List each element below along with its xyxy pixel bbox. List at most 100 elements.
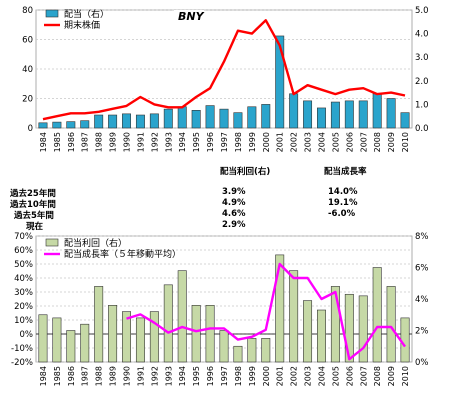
x-axis-tick-label: 2003 [304, 132, 313, 152]
x-axis-tick-label: 2006 [345, 366, 354, 386]
bar [317, 309, 326, 363]
summary-header-yield: 配当利回(右) [220, 167, 271, 177]
left-axis-tick-label: -20% [11, 358, 33, 368]
bar [317, 107, 326, 129]
bar [275, 254, 285, 363]
bar [219, 108, 229, 129]
x-axis-tick-label: 1997 [220, 366, 229, 386]
bar [303, 100, 313, 129]
bar [261, 104, 271, 129]
bar [330, 286, 340, 363]
right-axis-tick-label: 8% [415, 232, 429, 242]
x-axis-tick-label: 1992 [150, 366, 159, 386]
bar [191, 305, 201, 363]
bar [275, 35, 285, 129]
x-axis-tick-label: 1987 [81, 132, 90, 152]
bar [247, 338, 257, 363]
bar [108, 305, 118, 363]
x-axis-tick-label: 1987 [81, 366, 90, 386]
right-axis-tick-label: 0.0 [415, 124, 429, 134]
bar [372, 267, 382, 363]
x-axis-tick-label: 2005 [331, 132, 340, 152]
bar [135, 317, 145, 363]
bar [38, 122, 48, 129]
x-axis-tick-label: 1984 [39, 132, 48, 152]
right-axis-tick-label: 0% [415, 358, 429, 368]
bar [52, 317, 62, 363]
bar [386, 286, 396, 363]
bar [38, 314, 48, 363]
bar [80, 120, 90, 129]
right-axis-tick-label: 2.0 [415, 77, 429, 87]
bar [108, 114, 118, 129]
bar [94, 114, 104, 129]
left-axis-tick-label: 60 [22, 36, 33, 46]
bar [149, 311, 159, 363]
right-axis-tick-label: 4% [415, 295, 429, 305]
series-line [126, 262, 406, 361]
right-axis-tick-label: 6% [415, 264, 429, 274]
summary-row-growth-25y: 14.0% [328, 187, 358, 197]
x-axis-tick-label: 2001 [276, 366, 285, 386]
x-axis-tick-label: 1993 [164, 132, 173, 152]
left-axis-tick-label: 60% [14, 246, 33, 256]
left-axis-tick-label: 0 [28, 124, 33, 134]
left-axis-tick-label: 20 [22, 95, 33, 105]
x-axis-tick-label: 2008 [373, 132, 382, 152]
bar [289, 93, 299, 129]
x-axis-tick-label: 2001 [276, 132, 285, 152]
left-axis-tick-label: 80 [22, 6, 33, 16]
bar [330, 101, 340, 129]
x-axis-tick-label: 2008 [373, 366, 382, 386]
x-axis-tick-label: 2004 [317, 132, 326, 152]
bar [191, 110, 201, 129]
bar [233, 112, 243, 129]
x-axis-tick-label: 2007 [359, 366, 368, 386]
bar [358, 295, 368, 363]
x-axis-tick-label: 1998 [234, 132, 243, 152]
bar [205, 305, 215, 363]
left-axis-tick-label: 50% [14, 260, 33, 270]
summary-row-label-current: 現在 [26, 222, 44, 232]
bar [233, 345, 243, 363]
bar [386, 98, 396, 129]
series-line [42, 19, 406, 121]
x-axis-tick-label: 2002 [290, 366, 299, 386]
legend-label-line: 配当成長率（５年移動平均） [64, 248, 181, 260]
bar [400, 112, 410, 129]
x-axis-tick-label: 2007 [359, 132, 368, 152]
legend-swatch-bar [45, 9, 59, 18]
bar [261, 338, 271, 363]
summary-row-label-25y: 過去25年間 [10, 189, 56, 199]
right-axis-tick-label: 2% [415, 327, 429, 337]
x-axis-tick-label: 1985 [53, 132, 62, 152]
x-axis-tick-label: 1996 [206, 132, 215, 152]
x-axis-tick-label: 1994 [178, 132, 187, 152]
x-axis-tick-label: 1989 [109, 366, 118, 386]
x-axis-tick-label: 1990 [123, 132, 132, 152]
left-axis-tick-label: 40% [14, 274, 33, 284]
x-axis-tick-label: 2002 [290, 132, 299, 152]
bar [344, 100, 354, 129]
legend-label-bar: 配当（右） [64, 8, 109, 20]
left-axis-tick-label: -10% [11, 344, 33, 354]
summary-row-label-5y: 過去5年間 [14, 211, 54, 221]
bar [303, 300, 313, 363]
bar [80, 323, 90, 363]
x-axis-tick-label: 1995 [192, 366, 201, 386]
x-axis-tick-label: 2010 [401, 132, 410, 152]
x-axis-tick-label: 1991 [136, 132, 145, 152]
bar [94, 286, 104, 363]
summary-row-label-10y: 過去10年間 [10, 200, 56, 210]
x-axis-tick-label: 1986 [67, 366, 76, 386]
summary-row-yield-25y: 3.9% [222, 187, 246, 197]
summary-row-yield-5y: 4.6% [222, 209, 246, 219]
bar [177, 270, 187, 363]
bar [344, 293, 354, 363]
x-axis-tick-label: 2003 [304, 366, 313, 386]
x-axis-tick-label: 2009 [387, 132, 396, 152]
dividend-price-chart: 0 20 40 60 80 0.0 1.0 2.0 3.0 4.0 5.0 1984 1985 1986 1… [22, 6, 429, 152]
x-axis-tick-label: 1985 [53, 366, 62, 386]
bar [205, 105, 215, 129]
x-axis-tick-label: 1995 [192, 132, 201, 152]
